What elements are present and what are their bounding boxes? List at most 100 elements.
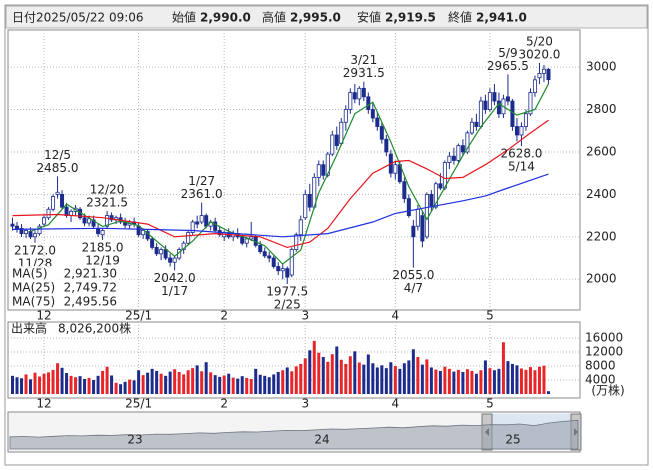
x-tick-label: 3 xyxy=(301,309,309,323)
volume-current: 8,026,200株 xyxy=(58,321,131,336)
volume-bar xyxy=(515,365,519,394)
volume-bar xyxy=(276,371,280,394)
volume-bar xyxy=(191,368,195,394)
volume-bar xyxy=(465,369,469,394)
volume-bar xyxy=(326,361,330,394)
candle-body xyxy=(159,249,164,255)
x-tick-label: 25/1 xyxy=(125,309,152,323)
navigator-label: 25 xyxy=(505,433,520,447)
x-tick-label: 25/1 xyxy=(125,397,152,411)
volume-bar xyxy=(249,378,253,394)
legend-value: 2,921.30 xyxy=(64,267,117,281)
candle-body xyxy=(42,217,47,225)
candle-body xyxy=(406,198,411,217)
y-tick-label: 2600 xyxy=(586,144,617,158)
legend-box xyxy=(9,266,119,309)
volume-bar xyxy=(83,378,87,394)
y-tick-label: 2800 xyxy=(586,102,617,116)
header-field-value: 2,990.0 xyxy=(200,11,251,25)
candle-body xyxy=(348,92,353,110)
volume-bar xyxy=(33,372,37,394)
volume-bar xyxy=(155,370,159,394)
candle-body xyxy=(334,134,339,147)
volume-bar xyxy=(344,363,348,394)
candle-body xyxy=(141,230,146,236)
candle-body xyxy=(10,223,15,227)
volume-bar xyxy=(173,369,177,394)
volume-bar xyxy=(510,363,514,394)
volume-bar xyxy=(438,370,442,394)
candle-body xyxy=(195,221,200,225)
volume-bar xyxy=(371,363,375,394)
candle-body xyxy=(100,230,105,236)
volume-bar xyxy=(200,371,204,394)
candle-body xyxy=(64,206,69,217)
volume-bar xyxy=(497,368,501,394)
volume-bar xyxy=(263,375,267,394)
candle-body xyxy=(447,155,452,163)
volume-bar xyxy=(506,361,510,394)
volume-bar xyxy=(218,376,222,394)
volume-bar xyxy=(452,371,456,394)
candle-body xyxy=(105,215,110,227)
volume-bar xyxy=(420,364,424,394)
candle-body xyxy=(109,215,114,221)
x-tick-label: 5 xyxy=(486,397,494,411)
y-tick-label: 2200 xyxy=(586,229,617,243)
volume-bar xyxy=(402,363,406,394)
annotation-date: 12/5 xyxy=(44,148,71,162)
volume-bar xyxy=(312,340,316,394)
candle-body xyxy=(325,153,330,176)
candle-body xyxy=(87,218,92,224)
x-tick-label: 12 xyxy=(36,309,51,323)
volume-bar xyxy=(245,377,249,394)
volume-bar xyxy=(339,359,343,394)
annotation-price: 1977.5 xyxy=(266,285,308,299)
volume-bar xyxy=(141,375,145,394)
candle-body xyxy=(451,155,456,161)
candle-body xyxy=(136,225,141,236)
header-label: 日付 xyxy=(12,11,36,25)
ma-line xyxy=(12,119,549,249)
volume-bar xyxy=(303,358,307,394)
volume-bar xyxy=(461,371,465,394)
volume-bar xyxy=(393,366,397,394)
volume-bar xyxy=(69,375,73,394)
candle-body xyxy=(478,100,483,127)
header-field-value: 2,941.0 xyxy=(476,11,527,25)
volume-bar xyxy=(114,382,118,394)
navigator-area xyxy=(9,419,579,450)
volume-bar xyxy=(443,366,447,394)
volume-bar xyxy=(60,367,64,394)
y-tick-label: 8000 xyxy=(585,359,616,373)
candle-body xyxy=(307,193,312,208)
volume-bar xyxy=(429,367,433,394)
candle-body xyxy=(271,257,276,267)
x-tick-label: 4 xyxy=(392,397,400,411)
candle-body xyxy=(420,215,425,242)
volume-bar xyxy=(227,373,231,394)
candle-body xyxy=(298,219,303,236)
navigator-label: 24 xyxy=(314,433,329,447)
candle-body xyxy=(82,217,87,224)
annotation-price: 2055.0 xyxy=(392,268,434,282)
volume-bar xyxy=(281,370,285,394)
candle-body xyxy=(55,191,60,195)
volume-bar xyxy=(204,362,208,394)
volume-bar xyxy=(384,368,388,394)
x-tick-label: 2 xyxy=(220,309,228,323)
legend-name: MA(5) xyxy=(12,267,48,281)
volume-bar xyxy=(546,391,550,394)
price-panel xyxy=(7,29,581,311)
volume-bar xyxy=(407,360,411,394)
candle-body xyxy=(330,134,335,155)
volume-bar xyxy=(411,349,415,394)
x-tick-label: 5 xyxy=(486,309,494,323)
candle-body xyxy=(204,215,209,227)
volume-bar xyxy=(542,365,546,394)
x-tick-label: 12 xyxy=(36,397,51,411)
volume-bar xyxy=(272,374,276,394)
annotation-date: 5/9 xyxy=(498,46,517,60)
annotation-price: 2042.0 xyxy=(154,271,196,285)
volume-bar xyxy=(357,362,361,394)
